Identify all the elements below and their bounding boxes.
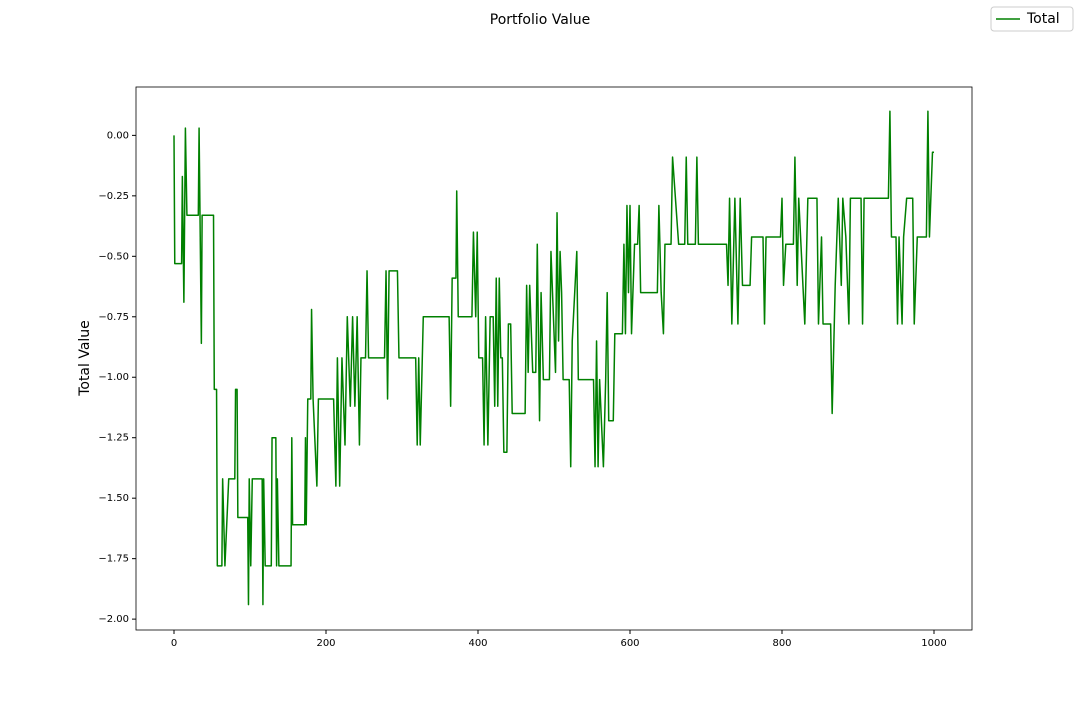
plot-frame <box>135 86 973 631</box>
y-tick-label: −0.75 <box>98 312 129 323</box>
y-tick-label: −0.50 <box>98 251 129 262</box>
y-tick-label: −1.25 <box>98 433 129 444</box>
x-tick-label: 600 <box>620 638 639 649</box>
x-tick-label: 800 <box>772 638 791 649</box>
y-tick-label: −2.00 <box>98 614 129 625</box>
x-tick-label: 1000 <box>921 638 946 649</box>
legend-label: Total <box>1026 11 1060 27</box>
y-tick-label: −1.00 <box>98 372 129 383</box>
y-tick-label: −1.75 <box>98 554 129 565</box>
y-axis-label: Total Value <box>77 320 93 397</box>
y-tick-label: 0.00 <box>107 130 129 141</box>
data-line <box>173 110 934 606</box>
y-tick-label: −0.25 <box>98 191 129 202</box>
legend-box <box>990 6 1074 32</box>
x-tick-label: 0 <box>171 638 177 649</box>
x-tick-label: 200 <box>316 638 335 649</box>
chart-title: Portfolio Value <box>490 12 591 28</box>
x-tick-label: 400 <box>468 638 487 649</box>
y-tick-label: −1.50 <box>98 493 129 504</box>
